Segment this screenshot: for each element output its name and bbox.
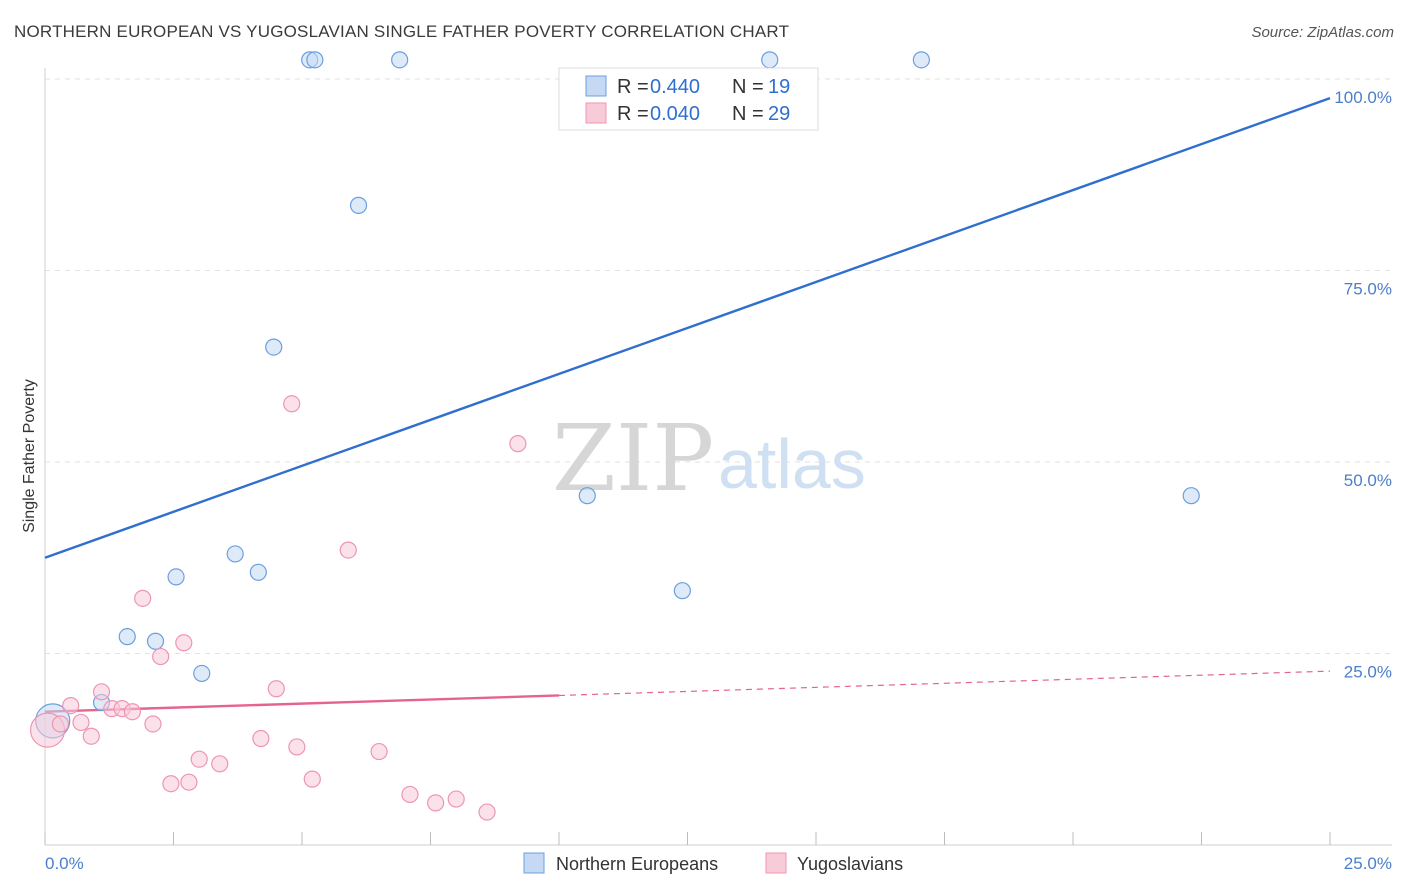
northern-european-point-16	[912, 51, 930, 69]
stats-n-label-1: N =	[732, 103, 764, 125]
yugoslavian-point-23	[370, 742, 388, 761]
y-axis-title: Single Father Poverty	[21, 379, 38, 533]
chart-title: NORTHERN EUROPEAN VS YUGOSLAVIAN SINGLE …	[14, 22, 790, 41]
grid-lines	[45, 78, 1392, 654]
yugoslavian-point-9	[134, 589, 152, 607]
x-tick-label-min: 0.0%	[45, 854, 84, 873]
yugoslavian-point-11	[152, 647, 170, 666]
yugoslavian-point-13	[175, 634, 193, 652]
northern-european-legend-swatch	[523, 852, 545, 874]
yugoslavian-point-2	[62, 696, 80, 715]
y-tick-label-25: 25.0%	[1344, 663, 1392, 682]
stats-r-label-1: R =	[617, 103, 649, 125]
northern-european-point-3	[146, 632, 165, 650]
northern-european-point-12	[391, 51, 409, 69]
northern-european-stats-swatch	[585, 75, 607, 97]
yugoslavian-point-10	[144, 715, 162, 733]
source-credit: Source: ZipAtlas.com	[1251, 24, 1394, 41]
yugoslavian-point-25	[427, 794, 445, 812]
yugoslavian-point-20	[288, 738, 306, 756]
northern-european-point-10	[306, 51, 324, 69]
tick-labels: 25.0% 50.0% 75.0% 100.0% 0.0% 25.0%	[45, 88, 1392, 873]
yugoslavian-point-4	[82, 727, 100, 745]
yugoslavian-point-16	[211, 755, 229, 773]
northern-european-point-14	[673, 582, 691, 600]
yugoslavian-point-21	[303, 770, 321, 788]
northern-european-point-17	[1182, 487, 1200, 505]
x-tick-label-max: 25.0%	[1344, 854, 1392, 873]
northern-european-point-7	[249, 563, 267, 581]
yugoslavian-point-18	[267, 680, 285, 698]
northern-european-point-11	[349, 196, 368, 214]
stats-r-value-0: 0.440	[650, 76, 700, 98]
northern-european-point-5	[193, 664, 211, 683]
yugoslavian-point-24	[401, 785, 419, 804]
yugoslavian-point-19	[283, 395, 301, 413]
stats-r-label-0: R =	[617, 76, 649, 98]
yugoslavian-point-14	[180, 773, 198, 791]
yugoslavian-point-28	[509, 435, 527, 453]
yugoslavian-point-26	[447, 790, 465, 808]
northern-european-point-2	[118, 628, 136, 646]
stats-r-value-1: 0.040	[650, 103, 700, 125]
yugoslavian-legend-label: Yugoslavians	[797, 854, 903, 874]
yugoslavian-point-12	[162, 775, 180, 793]
northern-european-legend-label: Northern Europeans	[556, 854, 718, 874]
yugoslavian-point-3	[72, 713, 90, 732]
stats-n-value-1: 29	[768, 103, 790, 125]
watermark-atlas: atlas	[718, 425, 866, 503]
data-points	[29, 51, 1200, 821]
yugoslavian-point-27	[478, 803, 496, 821]
northern-european-point-6	[226, 545, 244, 563]
northern-european-trend-line	[44, 97, 1331, 559]
series-legend: Northern Europeans Yugoslavians	[523, 852, 903, 874]
stats-n-label-0: N =	[732, 76, 764, 98]
stats-legend: R = 0.440 N = 19 R = 0.040 N = 29	[558, 67, 819, 131]
yugoslavian-trend-extension	[558, 670, 1331, 697]
northern-european-point-13	[578, 487, 596, 505]
yugoslavian-point-15	[190, 750, 208, 768]
yugoslavian-stats-swatch	[585, 102, 607, 124]
northern-european-point-15	[761, 51, 779, 69]
y-tick-label-75: 75.0%	[1344, 280, 1392, 299]
northern-european-point-4	[167, 568, 185, 586]
yugoslavian-point-17	[252, 729, 270, 748]
yugoslavian-point-1	[51, 715, 70, 733]
stats-n-value-0: 19	[768, 76, 790, 98]
yugoslavian-point-5	[92, 683, 111, 701]
yugoslavian-legend-swatch	[765, 852, 787, 874]
northern-european-point-8	[265, 338, 283, 356]
yugoslavian-point-22	[339, 541, 357, 559]
watermark: ZIP atlas	[552, 405, 866, 512]
y-tick-label-100: 100.0%	[1334, 88, 1392, 107]
y-tick-label-50: 50.0%	[1344, 471, 1392, 490]
watermark-zip: ZIP	[552, 405, 714, 512]
yugoslavian-point-8	[123, 703, 141, 721]
